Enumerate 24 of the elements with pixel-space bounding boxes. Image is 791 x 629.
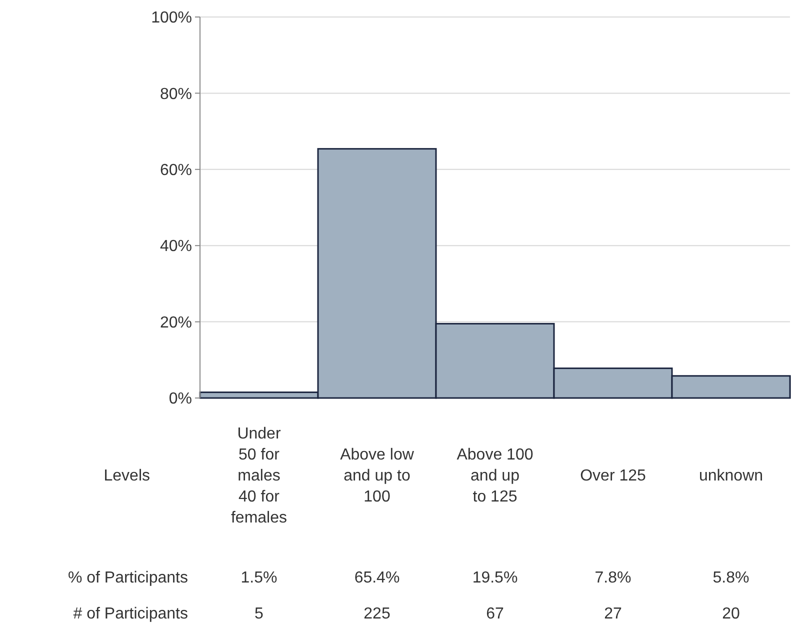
y-tick-label: 0% — [168, 390, 192, 408]
data-label: 65.4% — [354, 570, 400, 587]
y-tick-label: 100% — [151, 10, 192, 27]
text: # of Participants — [73, 606, 188, 623]
x-tick-label: Over 125 — [580, 468, 646, 485]
text: 225 — [364, 606, 390, 623]
text: 67 — [486, 606, 504, 623]
x-tick-label: Under 50 for males 40 for females — [230, 426, 288, 527]
x-tick-label: Above low and up to 100 — [340, 446, 414, 506]
data-label: 7.8% — [594, 570, 632, 587]
text: 5 — [254, 606, 264, 623]
text: 27 — [604, 606, 622, 623]
x-axis-title: Levels — [104, 468, 150, 485]
text: % of Participants — [68, 570, 188, 587]
y-tick-label: 40% — [160, 238, 192, 256]
y-tick-label: 20% — [160, 314, 192, 332]
text: 20 — [722, 606, 740, 623]
y-tick-label: 80% — [160, 86, 192, 103]
data-label: 1.5% — [240, 570, 278, 587]
x-tick-label: unknown — [698, 468, 764, 485]
y-tick-label: 60% — [160, 162, 192, 179]
data-label: 5.8% — [712, 570, 750, 587]
data-label: 19.5% — [472, 570, 518, 587]
x-tick-label: Above 100 and up to 125 — [456, 446, 534, 506]
